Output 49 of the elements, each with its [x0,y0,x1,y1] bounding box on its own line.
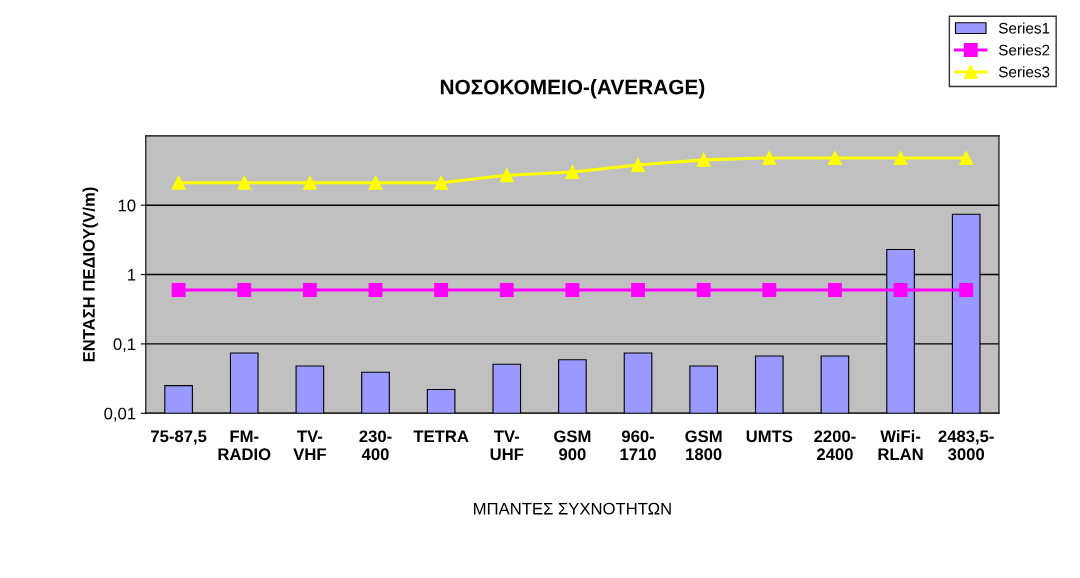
legend-label: Series3 [998,66,1050,78]
x-tick-label: 230- 400 [359,430,392,461]
y-tick-label: 0,1 [113,338,136,353]
y-axis-title: ΕΝΤΑΣΗ ΠΕΔΙΟΥ(V/m) [82,187,99,362]
y-tick-label: 10 [118,199,136,212]
x-axis-title: ΜΠΑΝΤΕΣ ΣΥΧΝΟΤΗΤΩΝ [474,502,671,515]
point [696,282,711,297]
point [827,282,842,297]
point [499,282,514,297]
point [893,150,908,165]
x-tick-label: TV- UHF [490,430,524,461]
point [827,150,842,165]
point [368,175,383,190]
point [302,282,317,297]
point [762,282,777,297]
x-tick-label: GSM 900 [554,430,591,461]
point [959,282,974,297]
x-tick-label: TETRA [413,430,469,443]
point [696,152,711,167]
y-tick-label: 1 [128,269,136,281]
x-tick-label: 2200- 2400 [814,430,856,461]
x-tick-label: TV- VHF [293,430,326,460]
x-tick-label: UMTS [746,430,793,443]
y-tick-label: 0,01 [104,407,136,422]
x-tick-label: FM- RADIO [218,430,271,461]
x-tick-label: 960- 1710 [620,430,656,461]
point [499,168,514,183]
point [893,282,908,297]
point [171,175,186,190]
legend-label: Series2 [998,44,1050,56]
point [171,282,186,297]
point [302,175,317,190]
point [237,175,252,190]
point [434,175,449,190]
x-tick-label: 2483,5- 3000 [938,430,994,461]
point [631,282,645,297]
point [631,158,645,172]
point [434,282,449,297]
point [762,150,777,165]
x-tick-label: WiFi- RLAN [878,429,923,460]
point [368,282,383,297]
point [959,150,974,165]
x-tick-label: 75-87,5 [151,430,207,445]
point [565,165,580,180]
point [565,282,580,297]
x-tick-label: GSM 1800 [685,430,722,461]
chart-title: ΝΟΣΟΚΟΜΕΙΟ-(AVERAGE) [440,79,705,99]
legend-label: Series1 [998,22,1050,34]
point [237,282,252,297]
